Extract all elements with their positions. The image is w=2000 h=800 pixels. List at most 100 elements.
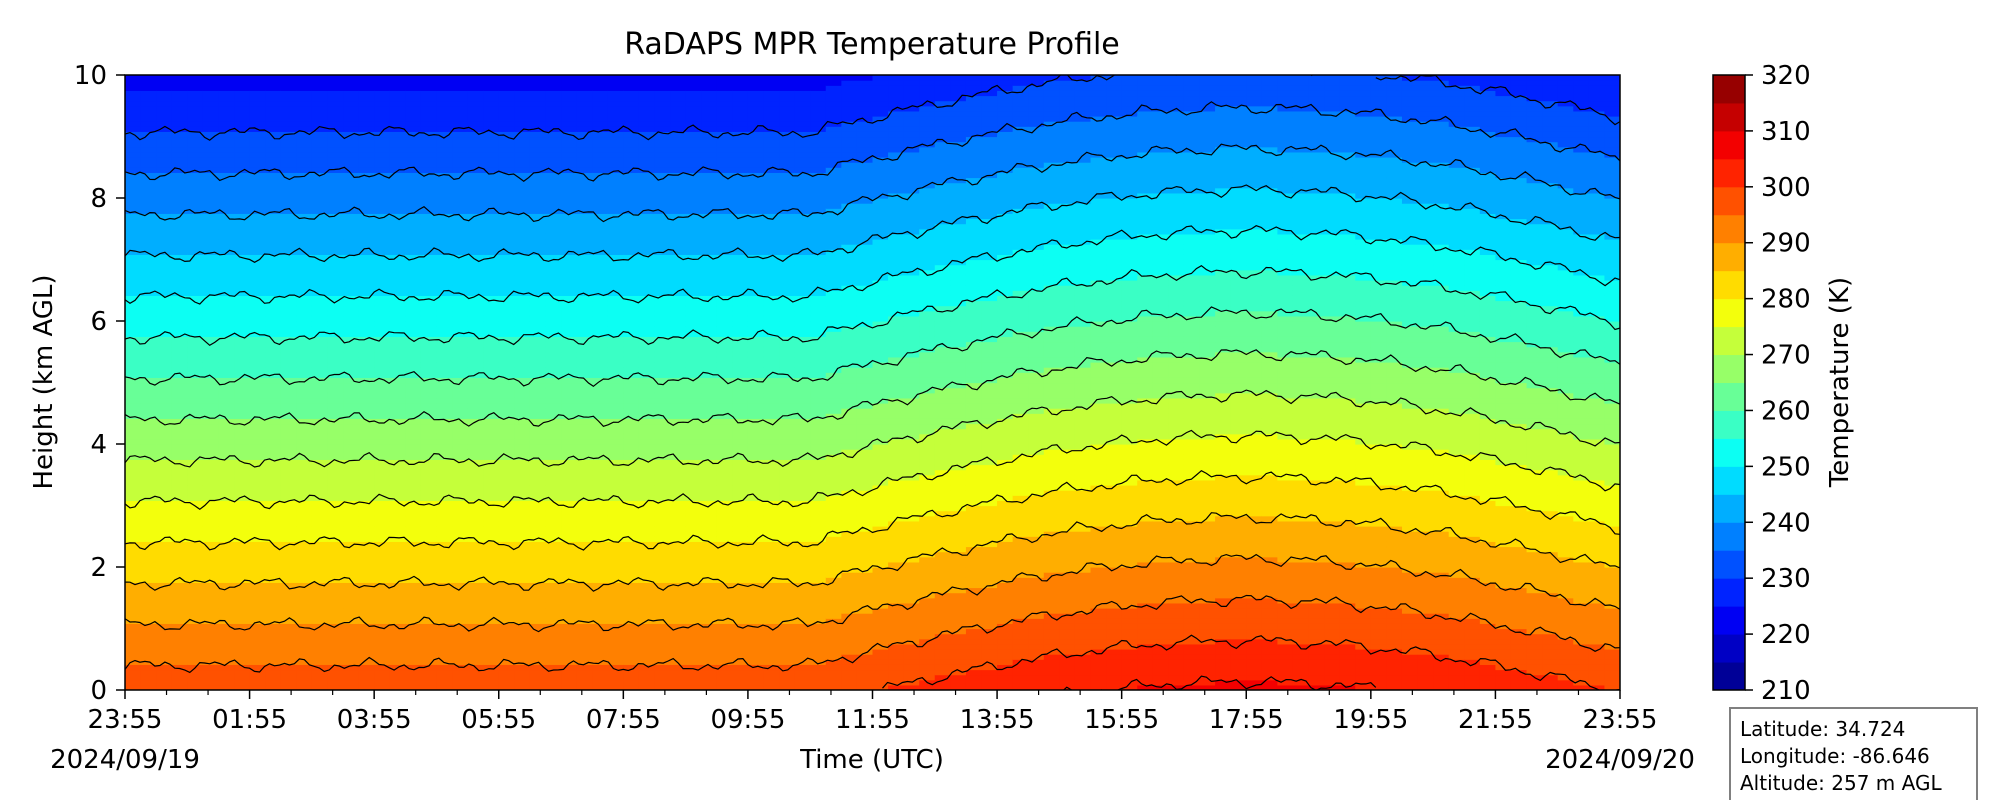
field-cell (545, 531, 562, 537)
field-cell (140, 572, 157, 578)
field-cell (514, 300, 531, 307)
field-cell (483, 305, 500, 312)
field-cell (405, 280, 422, 286)
field-cell (498, 423, 515, 430)
field-cell (670, 397, 687, 404)
field-cell (156, 331, 173, 337)
field-cell (576, 136, 593, 143)
field-cell (623, 75, 640, 81)
field-cell (374, 597, 391, 604)
field-cell (125, 326, 142, 332)
field-cell (592, 392, 609, 399)
field-cell (607, 167, 624, 173)
field-cell (623, 218, 640, 225)
field-cell (747, 510, 765, 517)
field-cell (529, 433, 547, 440)
field-cell (140, 587, 157, 594)
field-cell (156, 121, 173, 127)
field-cell (498, 608, 515, 614)
field-cell (607, 531, 624, 537)
field-cell (685, 382, 702, 389)
field-cell (234, 490, 251, 496)
field-cell (701, 561, 718, 568)
field-cell (234, 582, 251, 589)
field-cell (125, 110, 142, 117)
field-cell (467, 469, 484, 476)
field-cell (249, 556, 266, 563)
field-cell (327, 510, 344, 517)
field-cell (685, 305, 702, 312)
field-cell (670, 592, 687, 599)
field-cell (747, 602, 765, 609)
field-cell (732, 684, 749, 690)
field-cell (514, 218, 531, 225)
field-cell (389, 315, 406, 322)
field-cell (732, 223, 749, 230)
field-cell (187, 505, 204, 512)
field-cell (623, 444, 640, 450)
field-cell (592, 387, 609, 394)
field-cell (125, 182, 142, 189)
field-cell (420, 597, 438, 604)
field-cell (311, 679, 329, 686)
field-cell (685, 362, 702, 368)
field-cell (156, 592, 173, 599)
field-cell (623, 500, 640, 507)
field-cell (732, 259, 749, 266)
field-cell (280, 679, 297, 686)
field-cell (654, 638, 671, 645)
field-cell (592, 213, 609, 220)
field-cell (140, 208, 157, 214)
field-cell (125, 438, 142, 445)
field-cell (638, 582, 656, 589)
field-cell (171, 664, 188, 671)
field-cell (592, 285, 609, 291)
field-cell (623, 664, 640, 671)
field-cell (592, 110, 609, 117)
field-cell (405, 254, 422, 261)
field-cell (732, 269, 749, 276)
field-cell (389, 433, 406, 440)
field-cell (545, 377, 562, 384)
field-cell (716, 459, 733, 466)
field-cell (358, 567, 375, 573)
field-cell (561, 310, 578, 317)
field-cell (420, 264, 438, 271)
field-cell (234, 510, 251, 517)
field-cell (311, 90, 329, 97)
field-cell (296, 505, 313, 512)
field-cell (405, 454, 422, 460)
field-cell (171, 187, 188, 194)
field-cell (576, 397, 593, 404)
field-cell (654, 520, 671, 527)
field-cell (607, 444, 624, 450)
field-cell (311, 187, 329, 194)
field-cell (125, 474, 142, 481)
field-cell (171, 377, 188, 384)
field-cell (732, 151, 749, 158)
field-cell (234, 310, 251, 317)
field-cell (436, 490, 453, 496)
field-cell (498, 638, 515, 645)
field-cell (389, 280, 406, 286)
field-cell (187, 618, 204, 624)
field-cell (343, 172, 360, 179)
field-cell (405, 233, 422, 240)
field-cell (140, 356, 157, 363)
field-cell (343, 684, 360, 690)
field-cell (545, 582, 562, 589)
field-cell (747, 228, 765, 235)
field-cell (420, 341, 438, 348)
field-cell (171, 679, 188, 686)
field-cell (654, 423, 671, 430)
field-cell (716, 638, 733, 645)
field-cell (654, 567, 671, 573)
field-cell (405, 684, 422, 690)
field-cell (140, 469, 157, 476)
field-cell (467, 474, 484, 481)
field-cell (187, 341, 204, 348)
field-cell (592, 546, 609, 553)
field-cell (670, 218, 687, 225)
field-cell (529, 290, 547, 296)
field-cell (638, 469, 656, 476)
